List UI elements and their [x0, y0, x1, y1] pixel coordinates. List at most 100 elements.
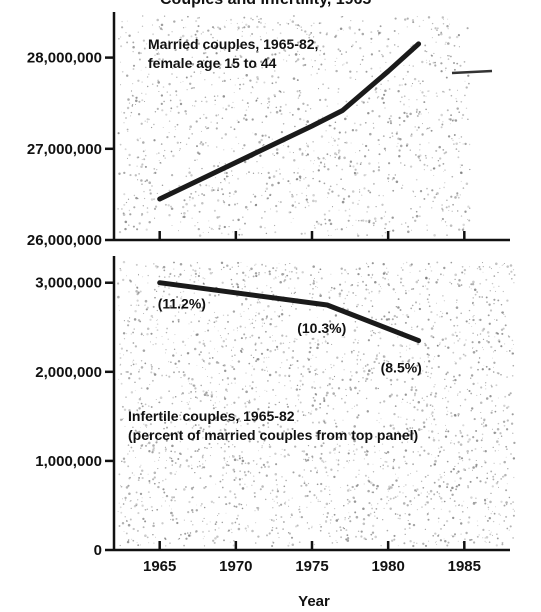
speckle-dot [467, 205, 470, 208]
speckle-dot [158, 58, 161, 61]
speckle-dot [252, 459, 255, 462]
speckle-dot [396, 378, 399, 381]
speckle-dot [209, 422, 212, 425]
speckle-dot [164, 500, 166, 502]
speckle-dot [125, 532, 128, 535]
speckle-dot [202, 466, 206, 469]
speckle-dot [174, 462, 177, 464]
speckle-dot [384, 89, 387, 92]
speckle-dot [320, 452, 323, 455]
speckle-dot [218, 76, 221, 79]
speckle-dot [310, 59, 312, 61]
speckle-dot [212, 407, 215, 410]
speckle-dot [189, 82, 192, 86]
speckle-dot [419, 206, 421, 208]
speckle-dot [394, 473, 396, 475]
speckle-dot [336, 541, 338, 544]
speckle-dot [492, 371, 495, 373]
speckle-dot [215, 521, 218, 523]
speckle-dot [349, 70, 352, 73]
speckle-dot [135, 284, 137, 286]
speckle-dot [150, 332, 153, 335]
speckle-dot [119, 269, 122, 272]
speckle-dot [389, 497, 392, 500]
speckle-dot [348, 462, 350, 464]
speckle-dot [513, 343, 515, 345]
speckle-dot [427, 193, 430, 196]
speckle-dot [424, 44, 427, 47]
speckle-dot [332, 378, 334, 381]
speckle-dot [317, 156, 319, 159]
speckle-dot [322, 371, 325, 374]
speckle-dot [119, 143, 122, 146]
speckle-dot [227, 175, 229, 177]
speckle-dot [482, 265, 484, 268]
speckle-dot [294, 338, 296, 340]
speckle-dot [142, 39, 146, 42]
speckle-dot [230, 278, 233, 281]
speckle-dot [465, 107, 468, 109]
speckle-dot [144, 299, 148, 303]
speckle-dot [278, 276, 280, 278]
speckle-dot [399, 309, 402, 311]
speckle-dot [233, 193, 235, 195]
speckle-dot [198, 152, 201, 155]
speckle-dot [509, 525, 512, 528]
speckle-dot [285, 479, 287, 482]
speckle-dot [345, 529, 348, 532]
speckle-dot [346, 410, 349, 413]
speckle-dot [458, 451, 460, 454]
speckle-dot [391, 135, 394, 137]
speckle-dot [429, 393, 432, 396]
speckle-dot [191, 467, 193, 470]
speckle-dot [250, 59, 253, 63]
speckle-dot [226, 436, 228, 438]
speckle-dot [275, 527, 278, 530]
speckle-dot [208, 301, 211, 304]
speckle-dot [299, 385, 301, 387]
speckle-dot [401, 441, 404, 444]
speckle-dot [374, 451, 376, 454]
speckle-dot [187, 137, 190, 140]
speckle-dot [237, 218, 240, 222]
speckle-dot [467, 74, 470, 77]
speckle-dot [410, 388, 413, 392]
speckle-dot [247, 25, 251, 28]
speckle-dot [361, 100, 363, 103]
speckle-dot [296, 419, 299, 422]
speckle-dot [238, 523, 241, 526]
speckle-dot [199, 431, 201, 433]
speckle-dot [305, 177, 307, 179]
speckle-dot [243, 333, 246, 336]
speckle-dot [250, 17, 253, 20]
speckle-dot [511, 278, 513, 280]
speckle-dot [119, 309, 120, 311]
speckle-dot [194, 424, 197, 427]
speckle-dot [479, 333, 482, 335]
speckle-dot [296, 50, 299, 53]
speckle-dot [168, 132, 170, 134]
speckle-dot [482, 537, 484, 539]
speckle-dot [326, 412, 328, 415]
speckle-dot [156, 107, 159, 110]
speckle-dot [183, 199, 186, 202]
speckle-dot [345, 100, 348, 103]
speckle-dot [219, 63, 222, 66]
speckle-dot [137, 113, 141, 116]
speckle-dot [411, 377, 414, 381]
speckle-dot [319, 407, 321, 409]
speckle-dot [276, 152, 279, 155]
speckle-dot [236, 47, 238, 49]
speckle-dot [249, 336, 251, 338]
speckle-dot [244, 205, 248, 209]
speckle-dot [221, 281, 224, 284]
speckle-dot [425, 404, 428, 408]
speckle-dot [227, 314, 229, 317]
speckle-dot [141, 25, 144, 27]
speckle-dot [491, 282, 494, 285]
speckle-dot [237, 527, 241, 531]
speckle-dot [284, 503, 286, 505]
speckle-dot [484, 481, 487, 484]
speckle-dot [287, 23, 290, 25]
speckle-dot [137, 274, 140, 276]
